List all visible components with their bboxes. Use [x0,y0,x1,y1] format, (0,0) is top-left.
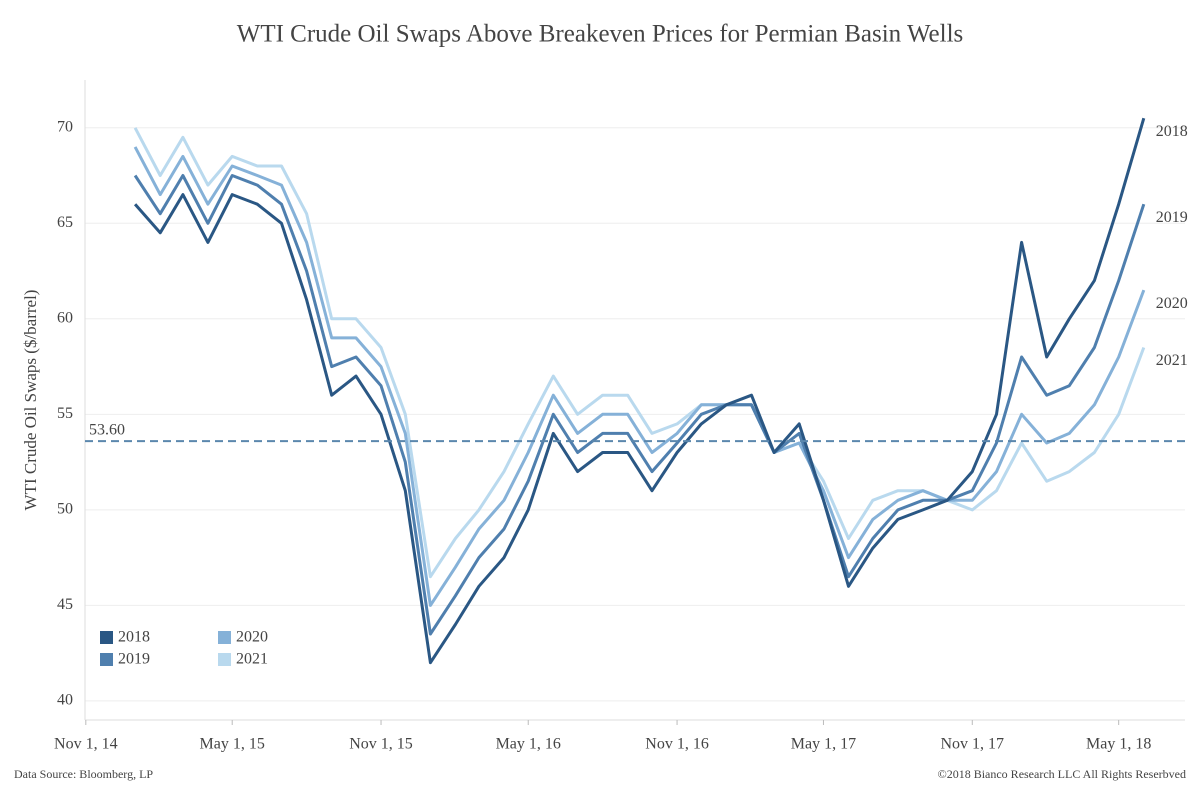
end-label: 2020 [1156,295,1188,312]
y-axis-label: WTI Crude Oil Swaps ($/barrel) [21,290,40,511]
end-label: 2018 [1156,123,1188,140]
reference-label: 53.60 [89,422,125,439]
y-tick-label: 65 [57,214,73,231]
legend-swatch [218,653,231,666]
legend-label: 2019 [118,651,150,668]
y-tick-label: 50 [57,501,73,518]
chart-title: WTI Crude Oil Swaps Above Breakeven Pric… [237,21,964,48]
x-tick-label: May 1, 15 [200,736,265,753]
legend-swatch [100,631,113,644]
series-line [133,117,1146,665]
x-tick-label: Nov 1, 15 [349,736,413,753]
y-tick-label: 60 [57,309,73,326]
x-tick-label: Nov 1, 17 [940,736,1004,753]
legend-swatch [218,631,231,644]
y-tick-label: 40 [57,692,73,709]
x-tick-label: May 1, 18 [1086,736,1151,753]
series-line [133,127,1146,579]
legend-swatch [100,653,113,666]
x-tick-label: Nov 1, 14 [54,736,118,753]
legend-label: 2021 [236,651,268,668]
y-tick-label: 70 [57,118,73,135]
x-tick-label: May 1, 16 [496,736,561,753]
legend-label: 2018 [118,629,150,646]
source: Data Source: Bloomberg, LP [14,767,153,781]
y-tick-label: 55 [57,405,73,422]
copyright: ©2018 Bianco Research LLC All Rights Res… [938,767,1186,781]
x-tick-label: Nov 1, 16 [645,736,709,753]
end-label: 2021 [1156,352,1188,369]
x-tick-label: May 1, 17 [791,736,856,753]
end-label: 2019 [1156,209,1188,226]
series-line [133,146,1146,607]
y-tick-label: 45 [57,596,73,613]
legend-label: 2020 [236,629,268,646]
series-line [133,174,1146,636]
